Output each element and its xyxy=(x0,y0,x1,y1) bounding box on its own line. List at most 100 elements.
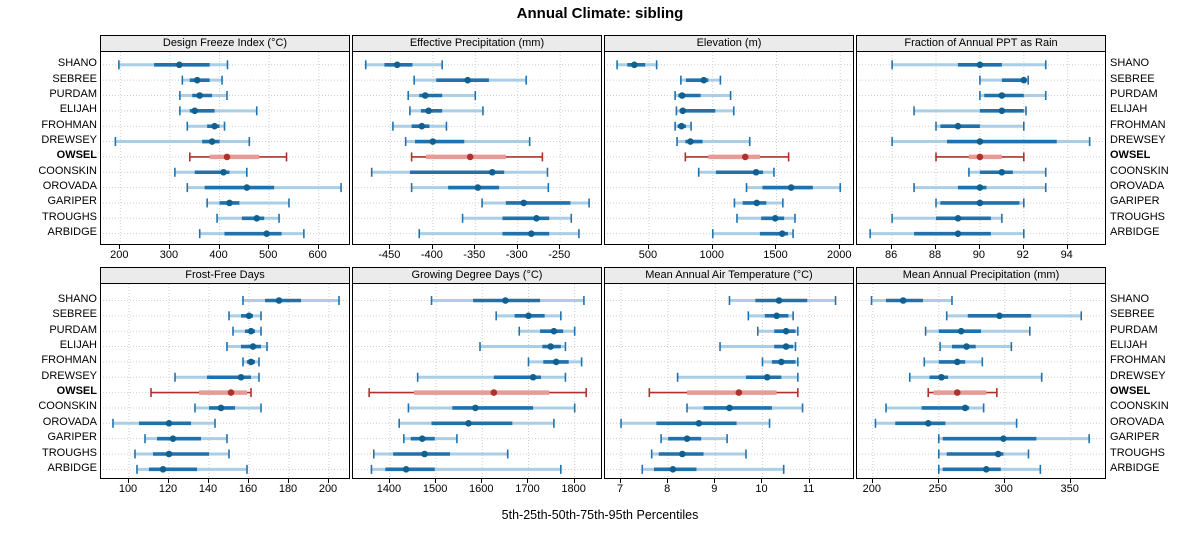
axis-tick-mark xyxy=(891,245,893,249)
panel-strip-title: Frost-Free Days xyxy=(100,267,350,284)
station-label-left-troughs: TROUGHS xyxy=(42,210,97,223)
median-dot xyxy=(998,107,1006,115)
station-label-left-purdam: PURDAM xyxy=(49,323,97,336)
axis-tick-label: 86 xyxy=(884,249,898,261)
axis-tick-label: -400 xyxy=(420,249,443,261)
station-label-left-drewsey: DREWSEY xyxy=(41,134,97,147)
panel-canvas xyxy=(355,284,599,478)
median-dot xyxy=(547,343,554,350)
series-row-frohman xyxy=(935,121,1025,131)
station-label-right-frohman: FROHMAN xyxy=(1110,118,1166,131)
series-row-owsel xyxy=(927,388,998,398)
axis-tick-label: 94 xyxy=(1060,249,1073,261)
median-dot xyxy=(954,215,962,222)
panel-growing-degree-days-c xyxy=(352,283,602,479)
series-row-troughs xyxy=(650,449,747,459)
median-dot xyxy=(631,61,638,69)
median-dot xyxy=(778,230,786,237)
median-dot xyxy=(402,466,410,473)
axis-tick-label: 1800 xyxy=(561,483,586,495)
axis-tick-mark xyxy=(1003,479,1005,483)
axis-tick-mark xyxy=(288,479,289,483)
axis-tick-mark xyxy=(808,479,810,483)
median-dot xyxy=(466,153,474,161)
axis-x: 86 88 90 92 94 xyxy=(856,244,1104,264)
series-row-gariper xyxy=(935,198,1025,208)
series-row-orovada xyxy=(112,418,216,428)
series-row-elijah xyxy=(179,106,258,116)
axis-tick-mark xyxy=(647,245,649,249)
median-dot xyxy=(176,61,183,69)
axis-tick-label: 100 xyxy=(118,483,138,495)
median-dot xyxy=(275,297,283,304)
station-label-right-elijah: ELIJAH xyxy=(1110,339,1148,352)
median-dot xyxy=(679,107,687,115)
panel-canvas xyxy=(859,284,1103,478)
median-dot xyxy=(211,122,218,130)
median-dot xyxy=(490,389,498,396)
series-row-shano xyxy=(870,296,953,305)
axis-tick-label: 11 xyxy=(802,483,815,495)
axis-tick-label: 200 xyxy=(318,483,338,495)
station-label-right-owsel: OWSEL xyxy=(1110,385,1151,398)
series-row-coonskin xyxy=(174,167,248,177)
median-dot xyxy=(735,389,743,396)
panel-canvas xyxy=(355,52,599,244)
series-row-gariper xyxy=(481,198,590,208)
median-dot xyxy=(976,61,984,69)
series-row-coonskin xyxy=(194,403,262,413)
series-row-purdam xyxy=(179,91,228,100)
station-label-right-purdam: PURDAM xyxy=(1110,323,1158,336)
series-row-sebree xyxy=(228,311,262,321)
median-dot xyxy=(159,466,167,473)
series-row-elijah xyxy=(409,106,484,116)
axis-tick-mark xyxy=(1066,245,1068,249)
panel-canvas xyxy=(607,284,851,478)
series-row-drewsey xyxy=(908,372,1043,382)
series-row-coonskin xyxy=(370,167,549,177)
axis-tick-label: 250 xyxy=(928,483,947,495)
series-row-owsel xyxy=(188,152,288,162)
series-row-arbidge xyxy=(937,464,1042,474)
median-dot xyxy=(525,312,532,320)
axis-tick-label: 1000 xyxy=(699,249,724,261)
panel-strip-title: Effective Precipitation (mm) xyxy=(352,35,602,52)
axis-tick-label: 1500 xyxy=(763,249,788,261)
axis-tick-label: 9 xyxy=(711,483,718,495)
series-row-shano xyxy=(616,60,658,70)
series-row-arbidge xyxy=(370,464,562,474)
median-dot xyxy=(208,138,216,145)
page-title: Annual Climate: sibling xyxy=(516,5,684,22)
series-row-gariper xyxy=(144,434,228,444)
station-label-right-gariper: GARIPER xyxy=(1110,195,1160,208)
axis-tick-mark xyxy=(218,245,220,249)
median-dot xyxy=(429,138,437,145)
series-row-frohman xyxy=(923,357,984,367)
median-dot xyxy=(223,153,231,161)
station-label-right-troughs: TROUGHS xyxy=(1110,210,1165,223)
station-label-right-orovada: OROVADA xyxy=(1110,415,1165,428)
axis-tick-label: 160 xyxy=(238,483,258,495)
axis-x: -450 -400 -350 -300 -250 xyxy=(352,244,600,264)
median-dot xyxy=(976,153,984,161)
median-dot xyxy=(249,343,257,350)
series-row-frohman xyxy=(186,121,226,131)
axis-tick-label: -450 xyxy=(378,249,401,261)
series-row-orovada xyxy=(874,418,1018,428)
axis-tick-label: 200 xyxy=(862,483,882,495)
series-row-frohman xyxy=(761,357,799,367)
series-row-frohman xyxy=(242,357,260,367)
axis-tick-mark xyxy=(317,245,319,249)
series-row-drewsey xyxy=(114,137,251,147)
axis-tick-mark xyxy=(620,479,622,483)
series-row-drewsey xyxy=(416,372,567,382)
median-dot xyxy=(245,312,253,320)
axis-tick-mark xyxy=(761,479,763,483)
axis-tick-label: 1700 xyxy=(515,483,540,495)
station-label-left-sebree: SEBREE xyxy=(52,72,97,85)
station-label-left-sebree: SEBREE xyxy=(52,308,97,321)
median-dot xyxy=(169,435,177,442)
series-row-elijah xyxy=(226,342,268,352)
axis-tick-label: 350 xyxy=(1060,483,1079,495)
